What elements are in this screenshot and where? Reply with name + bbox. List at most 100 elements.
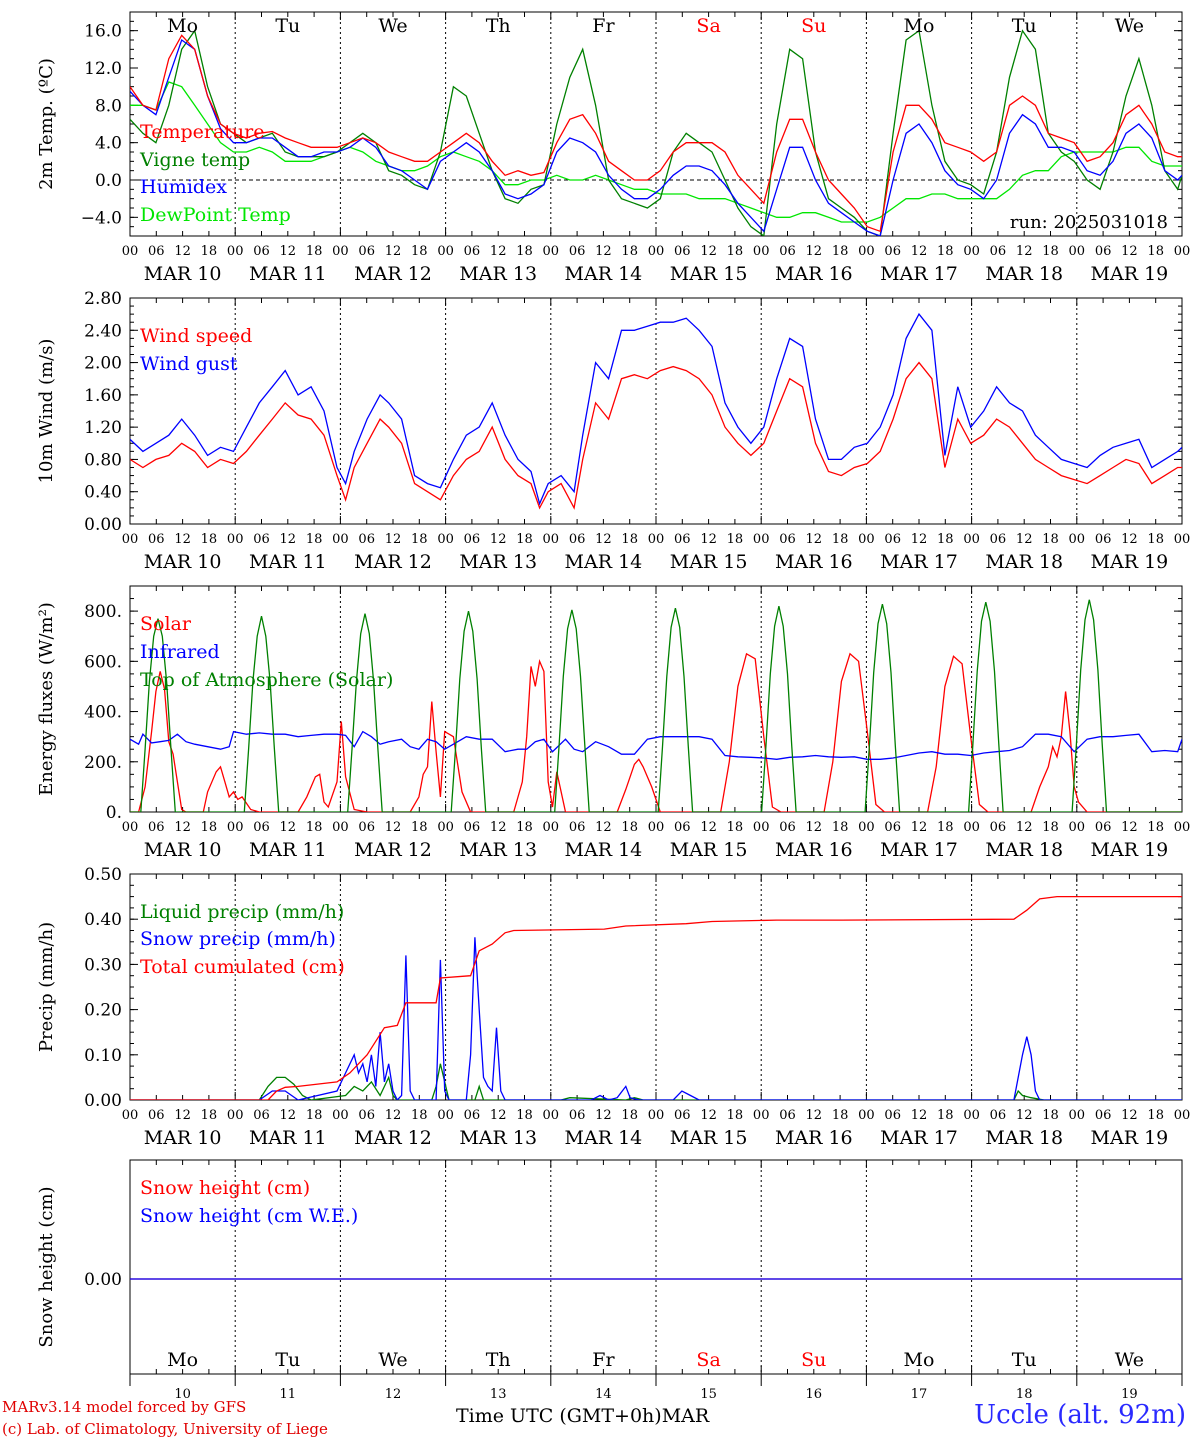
hour-label: 12 bbox=[280, 820, 297, 835]
hour-label: 00 bbox=[1069, 1108, 1086, 1123]
weekday-label: Mo bbox=[904, 15, 935, 37]
hour-label: 12 bbox=[911, 532, 928, 547]
hour-label: 06 bbox=[569, 820, 586, 835]
y-tick-label: 8.0 bbox=[95, 96, 122, 116]
hour-label: 00 bbox=[437, 820, 454, 835]
hour-label: 18 bbox=[727, 532, 744, 547]
hour-label: 18 bbox=[1042, 244, 1059, 259]
hour-label: 06 bbox=[569, 532, 586, 547]
hour-label: 12 bbox=[595, 244, 612, 259]
hour-label: 06 bbox=[148, 532, 165, 547]
legend-entry: Snow height (cm W.E.) bbox=[140, 1205, 358, 1227]
day-number: 15 bbox=[700, 1387, 717, 1402]
y-tick-label: 0.0 bbox=[95, 171, 122, 191]
hour-label: 06 bbox=[674, 1108, 691, 1123]
hour-label: 18 bbox=[832, 1108, 849, 1123]
hour-label: 00 bbox=[543, 532, 560, 547]
date-label: MAR 10 bbox=[144, 263, 222, 285]
weekday-label: Fr bbox=[592, 1349, 615, 1371]
y-tick-label: 600. bbox=[84, 652, 122, 672]
hour-label: 00 bbox=[963, 1108, 980, 1123]
hour-label: 06 bbox=[884, 820, 901, 835]
weekday-label: Mo bbox=[167, 1349, 198, 1371]
date-label: MAR 11 bbox=[249, 839, 327, 861]
hour-label: 12 bbox=[700, 820, 717, 835]
legend-entry: Snow height (cm) bbox=[140, 1177, 310, 1199]
series-line bbox=[130, 895, 1182, 1100]
date-label: MAR 19 bbox=[1091, 1127, 1169, 1149]
hour-label: 00 bbox=[858, 1108, 875, 1123]
hour-label: 00 bbox=[753, 532, 770, 547]
hour-label: 06 bbox=[990, 820, 1007, 835]
hour-label: 06 bbox=[253, 532, 270, 547]
legend-entry: Snow precip (mm/h) bbox=[140, 928, 336, 950]
time-axis-label: Time UTC (GMT+0h)MAR bbox=[456, 1405, 709, 1427]
weekday-label: Sa bbox=[696, 15, 720, 37]
hour-label: 18 bbox=[1147, 820, 1164, 835]
y-tick-label: 0.20 bbox=[84, 1001, 122, 1021]
hour-label: 00 bbox=[648, 1108, 665, 1123]
y-axis-label: 10m Wind (m/s) bbox=[36, 339, 57, 484]
hour-label: 12 bbox=[1016, 532, 1033, 547]
hour-label: 18 bbox=[937, 1108, 954, 1123]
hour-label: 12 bbox=[1121, 1108, 1138, 1123]
hour-label: 06 bbox=[253, 820, 270, 835]
date-label: MAR 14 bbox=[565, 839, 643, 861]
date-label: MAR 16 bbox=[775, 551, 853, 573]
date-label: MAR 14 bbox=[565, 263, 643, 285]
hour-label: 18 bbox=[832, 244, 849, 259]
hour-label: 18 bbox=[1147, 1108, 1164, 1123]
hour-label: 12 bbox=[595, 1108, 612, 1123]
y-tick-label: 0.00 bbox=[84, 1091, 122, 1111]
hour-label: 18 bbox=[1042, 532, 1059, 547]
date-label: MAR 19 bbox=[1091, 263, 1169, 285]
weekday-label: We bbox=[378, 1349, 407, 1371]
hour-label: 00 bbox=[437, 1108, 454, 1123]
date-label: MAR 17 bbox=[880, 551, 958, 573]
panel-3: 0. 200. 400. 600. 800. Energy fluxes (W/m²) So… bbox=[36, 585, 1190, 861]
y-tick-label: 0.80 bbox=[84, 450, 122, 470]
hour-label: 12 bbox=[1016, 244, 1033, 259]
hour-label: 12 bbox=[806, 532, 823, 547]
date-label: MAR 17 bbox=[880, 263, 958, 285]
legend-entry: Vigne temp bbox=[139, 149, 250, 171]
hour-label: 00 bbox=[648, 820, 665, 835]
day-number: 14 bbox=[595, 1387, 612, 1402]
hour-label: 00 bbox=[332, 532, 349, 547]
hour-label: 00 bbox=[543, 820, 560, 835]
panel-1: −4.0 0.0 4.0 8.0 12.0 16.0 2m Temp. (ºC) Temper… bbox=[36, 11, 1190, 285]
hour-label: 18 bbox=[832, 820, 849, 835]
hour-label: 12 bbox=[490, 1108, 507, 1123]
series-line bbox=[130, 312, 1182, 506]
day-number: 19 bbox=[1121, 1387, 1138, 1402]
series-line bbox=[130, 730, 1182, 760]
hour-label: 12 bbox=[700, 1108, 717, 1123]
hour-label: 06 bbox=[884, 532, 901, 547]
legend-entry: DewPoint Temp bbox=[140, 204, 291, 226]
hour-label: 06 bbox=[148, 1108, 165, 1123]
hour-label: 00 bbox=[332, 244, 349, 259]
hour-label: 12 bbox=[385, 244, 402, 259]
hour-label: 12 bbox=[490, 820, 507, 835]
day-number: 11 bbox=[280, 1387, 297, 1402]
date-label: MAR 18 bbox=[985, 551, 1063, 573]
legend-entry: Humidex bbox=[140, 176, 227, 198]
hour-label: 00 bbox=[437, 244, 454, 259]
date-label: MAR 10 bbox=[144, 551, 222, 573]
hour-label: 06 bbox=[779, 820, 796, 835]
hour-label: 00 bbox=[963, 820, 980, 835]
weekday-label: Th bbox=[486, 1349, 511, 1371]
hour-label: 12 bbox=[1121, 820, 1138, 835]
y-tick-label: 800. bbox=[84, 602, 122, 622]
hour-label: 06 bbox=[1095, 532, 1112, 547]
legend-entry: Infrared bbox=[140, 641, 220, 663]
hour-label: 00 bbox=[227, 244, 244, 259]
hour-label: 00 bbox=[753, 244, 770, 259]
date-label: MAR 15 bbox=[670, 839, 748, 861]
hour-label: 18 bbox=[937, 532, 954, 547]
hour-label: 00 bbox=[1174, 532, 1191, 547]
y-tick-label: 2.40 bbox=[84, 321, 122, 341]
panel-4: 0.00 0.10 0.20 0.30 0.40 0.50 Precip (mm/h) Liq… bbox=[36, 865, 1190, 1149]
y-tick-label: 0.40 bbox=[84, 910, 122, 930]
